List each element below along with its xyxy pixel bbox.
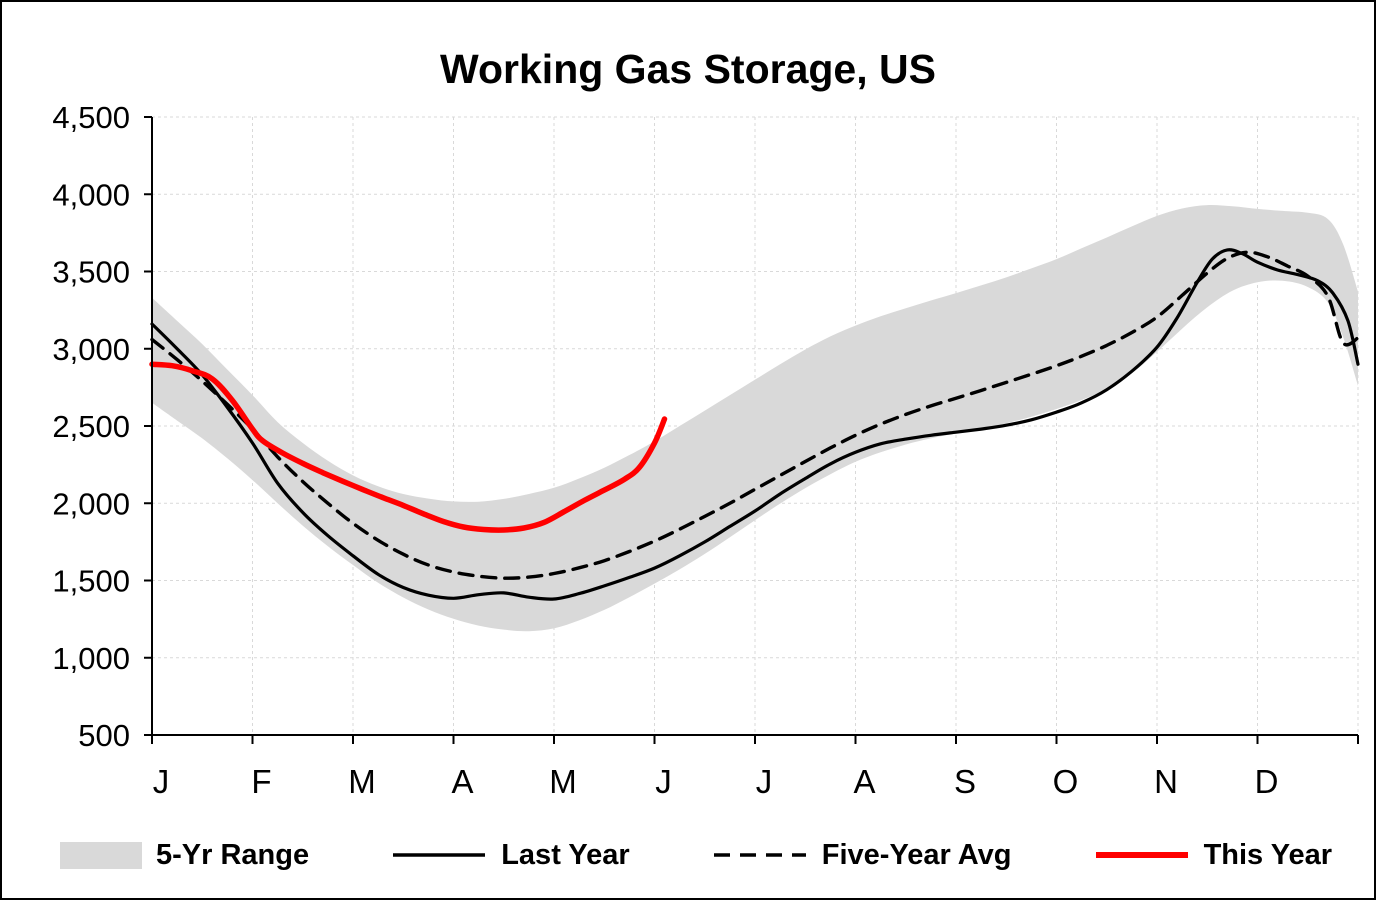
svg-text:4,000: 4,000 bbox=[52, 177, 130, 212]
legend-item-last-year: Last Year bbox=[391, 838, 630, 872]
band-swatch-icon bbox=[60, 841, 142, 869]
chart-legend: 5-Yr Range Last Year Five-Year Avg This … bbox=[60, 824, 1332, 886]
legend-label-this-year: This Year bbox=[1203, 838, 1332, 871]
svg-text:1,500: 1,500 bbox=[52, 564, 130, 599]
svg-text:2,500: 2,500 bbox=[52, 409, 130, 444]
svg-text:1,000: 1,000 bbox=[52, 641, 130, 676]
svg-text:A: A bbox=[853, 763, 875, 800]
svg-text:O: O bbox=[1053, 763, 1079, 800]
svg-text:3,500: 3,500 bbox=[52, 255, 130, 290]
svg-text:500: 500 bbox=[78, 718, 130, 753]
svg-text:S: S bbox=[954, 763, 976, 800]
red-line-swatch-icon bbox=[1095, 852, 1188, 858]
svg-text:F: F bbox=[251, 763, 271, 800]
svg-text:2,000: 2,000 bbox=[52, 486, 130, 521]
chart-title: Working Gas Storage, US bbox=[440, 46, 936, 92]
svg-text:4,500: 4,500 bbox=[52, 100, 130, 135]
legend-label-last-year: Last Year bbox=[501, 838, 630, 871]
legend-label-5yr-range: 5-Yr Range bbox=[156, 838, 310, 871]
svg-text:M: M bbox=[549, 763, 577, 800]
legend-item-five-year-avg: Five-Year Avg bbox=[712, 838, 1012, 872]
svg-text:D: D bbox=[1255, 763, 1279, 800]
svg-text:A: A bbox=[451, 763, 473, 800]
svg-text:3,000: 3,000 bbox=[52, 332, 130, 367]
legend-label-five-year-avg: Five-Year Avg bbox=[821, 838, 1012, 871]
solid-line-swatch-icon bbox=[393, 853, 486, 857]
svg-text:J: J bbox=[655, 763, 672, 800]
legend-item-5yr-range: 5-Yr Range bbox=[60, 839, 309, 872]
dashed-line-swatch-icon bbox=[713, 853, 806, 857]
svg-text:J: J bbox=[756, 763, 773, 800]
svg-text:M: M bbox=[348, 763, 376, 800]
legend-item-this-year: This Year bbox=[1094, 839, 1332, 872]
svg-text:N: N bbox=[1154, 763, 1178, 800]
svg-text:J: J bbox=[153, 763, 170, 800]
